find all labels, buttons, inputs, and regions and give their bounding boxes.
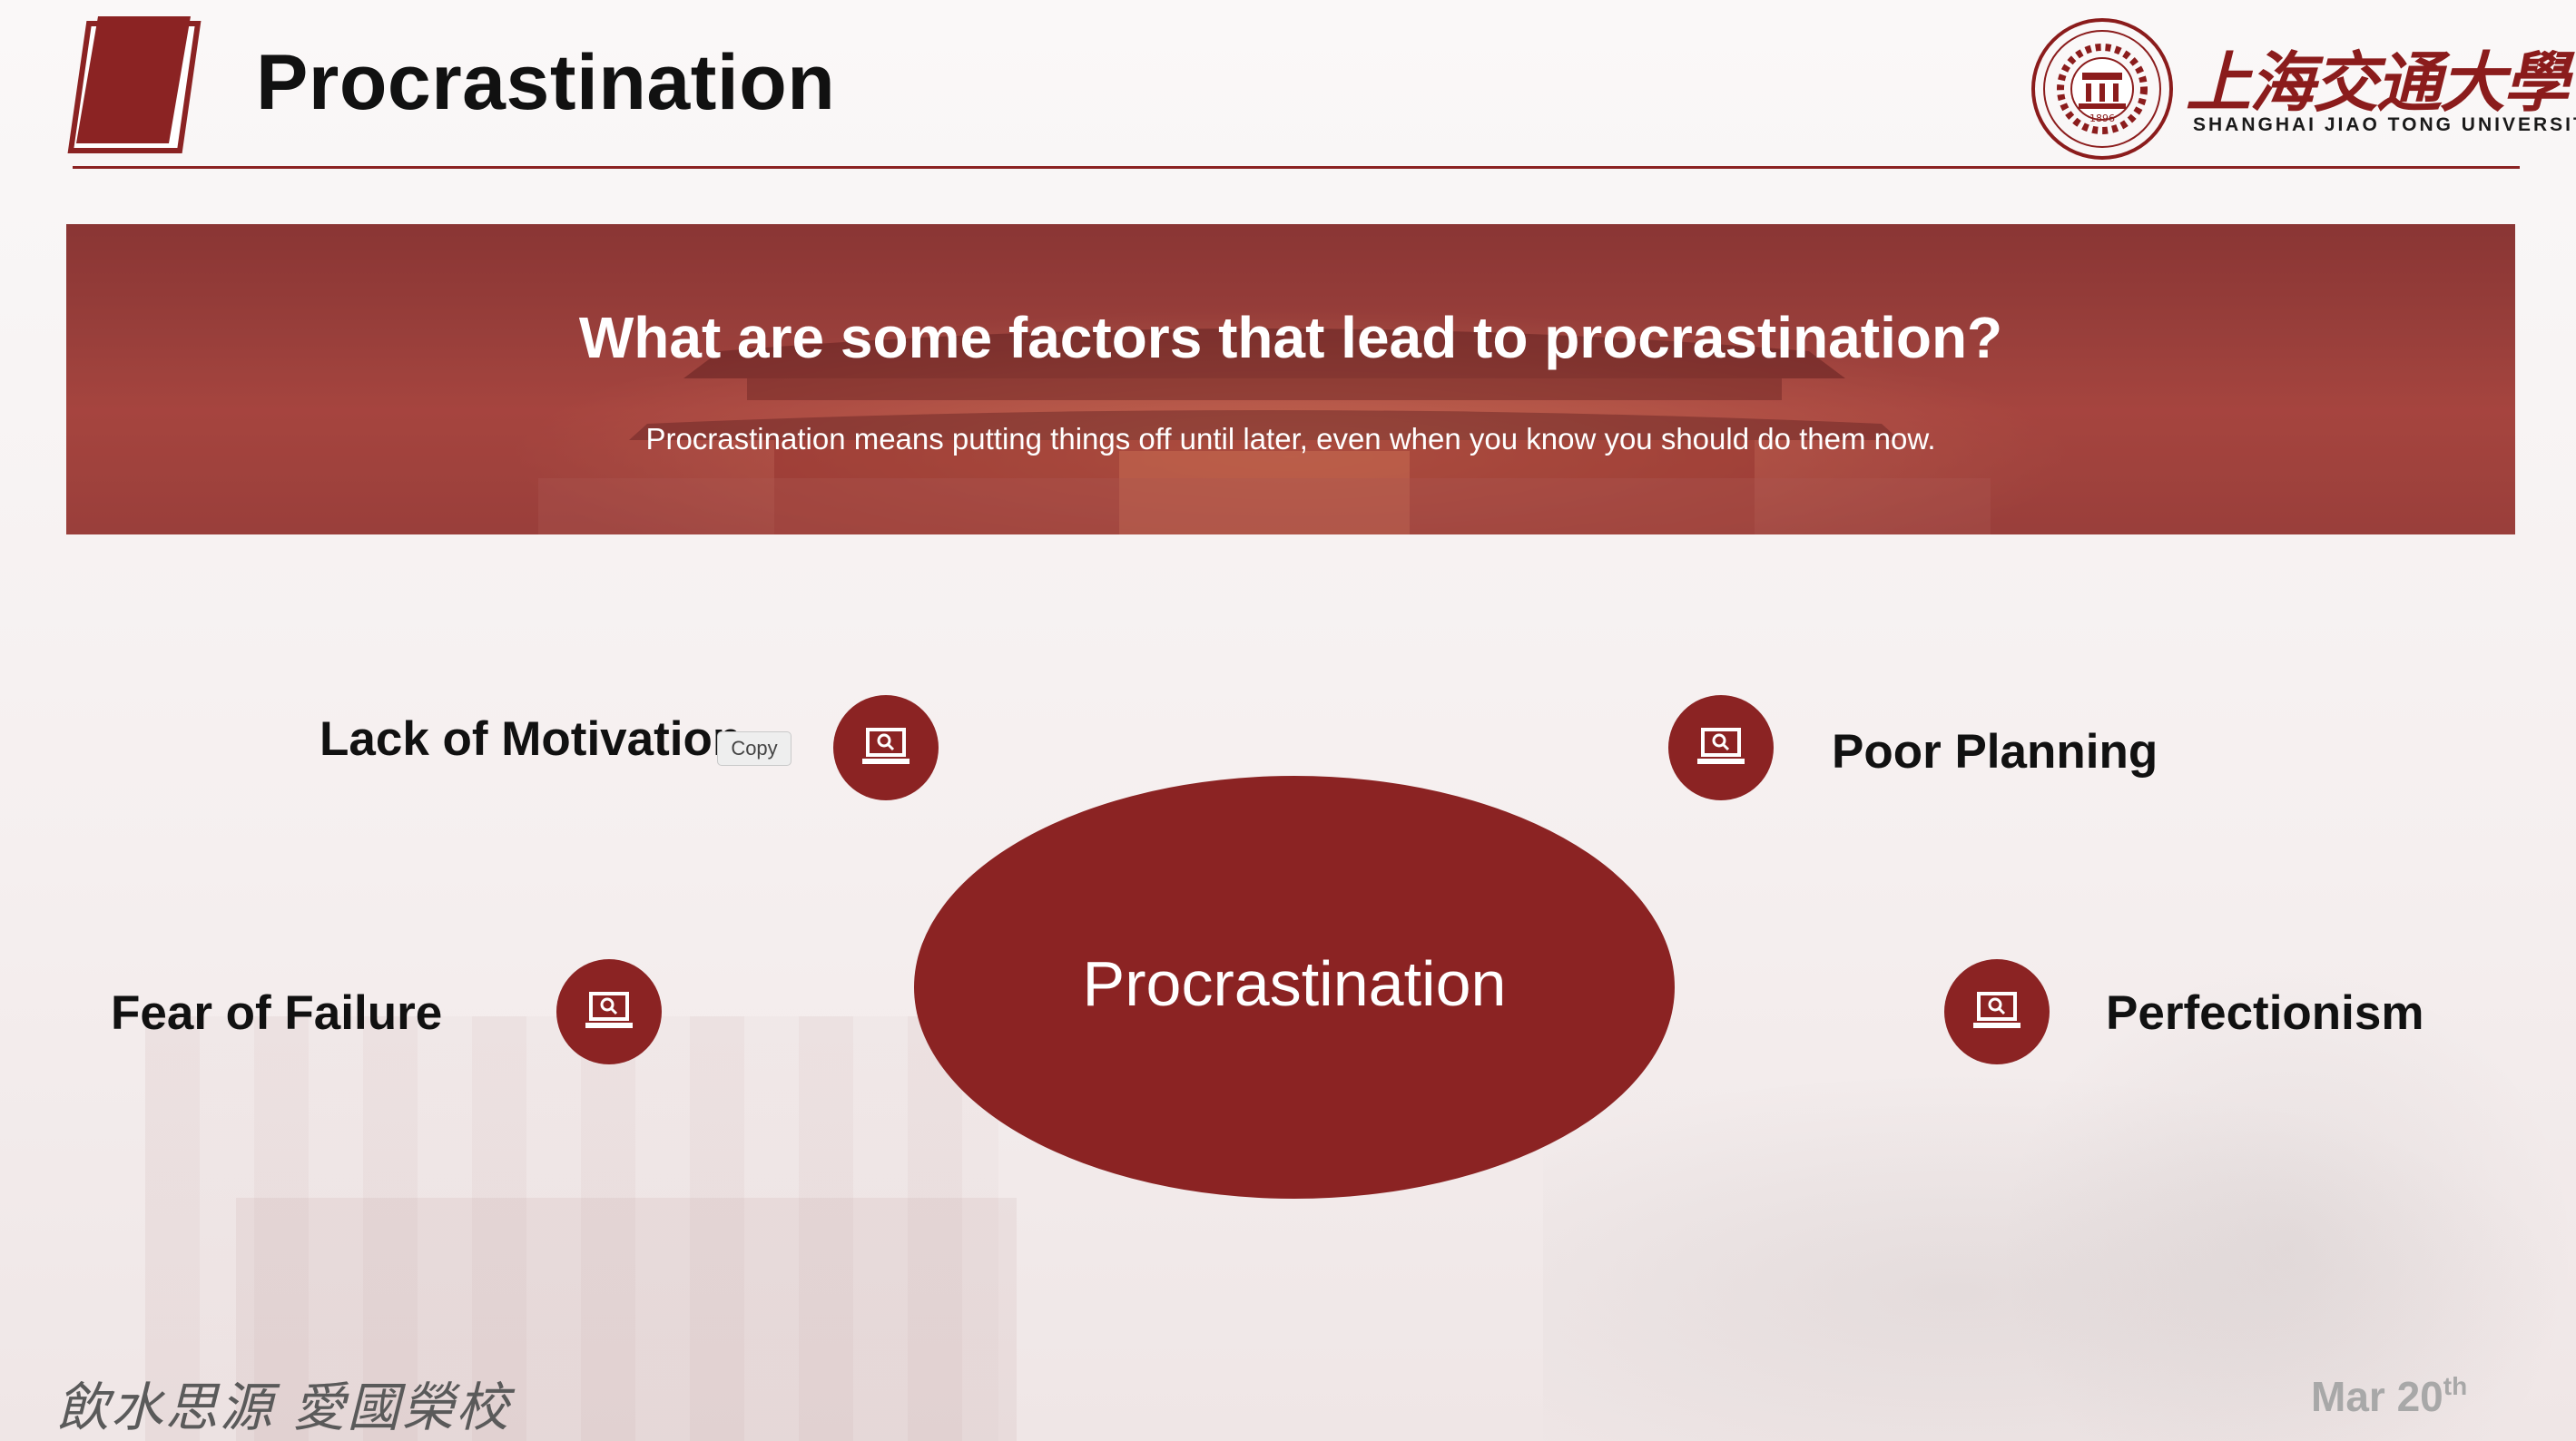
banner-overlay [66,224,2515,534]
factor-label-poor-planning: Poor Planning [1832,725,2158,779]
date-suffix: th [2443,1372,2468,1400]
banner-subtitle: Procrastination means putting things off… [645,422,1936,456]
date-text: Mar 20 [2311,1373,2443,1420]
factor-label-lack-of-motivation: Lack of Motivation [320,712,742,766]
background-building-image-lower [236,1198,1017,1441]
university-chinese-name: 上海交通大學 [2186,44,2569,121]
factor-label-fear-of-failure: Fear of Failure [111,986,443,1040]
banner-question: What are some factors that lead to procr… [578,305,2003,370]
university-seal-icon: 1896 [2031,18,2173,160]
laptop-search-icon[interactable] [1668,695,1774,800]
university-logo: 1896 上海交通大學 SHANGHAI JIAO TONG UNIVERSIT… [2030,16,2576,162]
book-icon [67,16,202,153]
factor-label-perfectionism: Perfectionism [2106,986,2424,1040]
university-english-name: SHANGHAI JIAO TONG UNIVERSITY [2193,114,2576,135]
background-building-image [145,1016,998,1441]
header-divider [73,166,2520,169]
university-motto: 飲水思源 愛國榮校 [56,1377,511,1438]
page-title: Procrastination [256,39,836,126]
center-topic-ellipse[interactable]: Procrastination [914,776,1675,1199]
copy-tooltip[interactable]: Copy [717,731,791,766]
banner-gate-image [538,328,1991,534]
laptop-search-icon[interactable] [1944,959,2050,1064]
background-trees-image-right [1997,962,2576,1441]
laptop-search-icon[interactable] [556,959,662,1064]
laptop-search-icon[interactable] [833,695,939,800]
seal-year: 1896 [2089,113,2115,124]
slide-date: Mar 20th [2311,1372,2467,1421]
background-trees-image [1543,1071,2576,1441]
question-banner: What are some factors that lead to procr… [66,224,2515,534]
center-topic-label: Procrastination [1082,948,1507,1019]
